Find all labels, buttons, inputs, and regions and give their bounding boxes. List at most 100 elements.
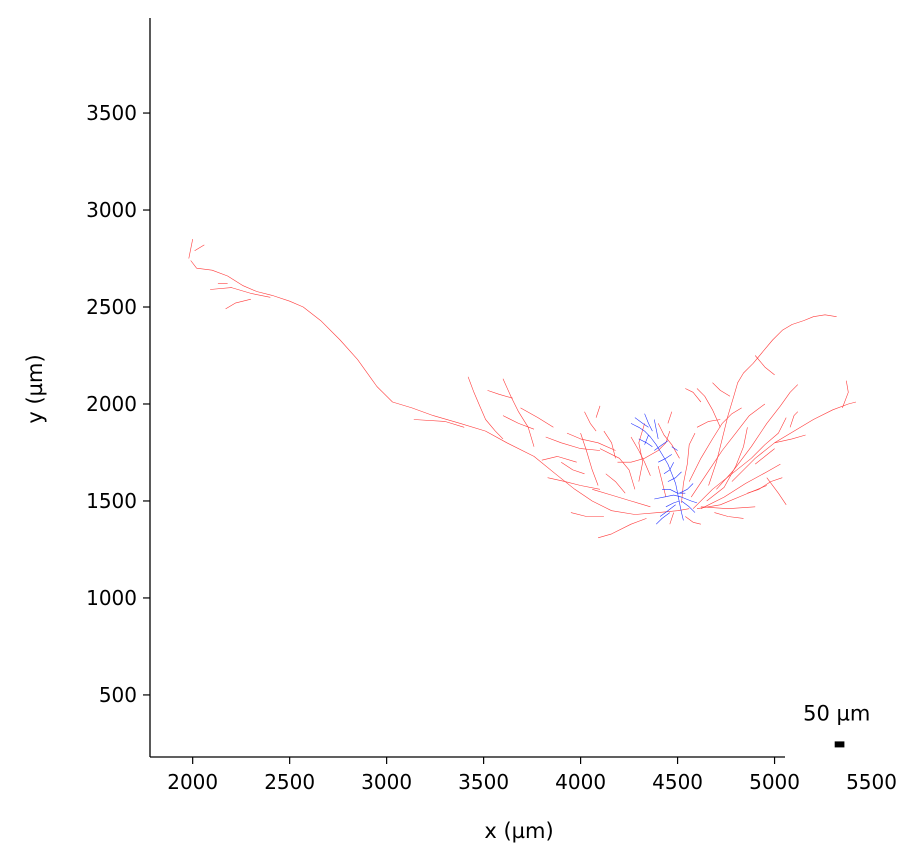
branch-line <box>541 456 577 463</box>
x-axis-title: x (µm) <box>484 819 553 843</box>
branch-line <box>706 427 748 502</box>
x-tick-label: 4000 <box>555 770 606 794</box>
branch-line <box>712 382 731 397</box>
branch-line <box>663 462 674 475</box>
branch-line <box>547 477 601 490</box>
branch-line <box>700 506 756 510</box>
branch-line <box>665 500 680 508</box>
branch-line <box>766 477 787 505</box>
x-tick-label: 2000 <box>167 770 218 794</box>
x-ticks: 2000 2500 3000 3500 4000 4500 5000 5500 <box>167 757 897 794</box>
y-tick-label: 1500 <box>86 489 137 513</box>
branch-line <box>654 494 698 504</box>
scale-bar-label: 50 µm <box>803 701 870 725</box>
x-tick-label: 4500 <box>652 770 703 794</box>
branch-line <box>487 390 513 399</box>
branch-line <box>657 423 680 459</box>
branch-line <box>696 419 721 428</box>
branch-line <box>755 448 775 465</box>
branch-line <box>638 438 653 447</box>
branch-line <box>634 417 649 428</box>
branch-line <box>669 512 674 525</box>
branch-line <box>754 355 775 376</box>
scale-bar-background <box>785 752 889 764</box>
series-layer <box>188 239 857 539</box>
branch-line <box>685 516 701 525</box>
branch-line <box>413 419 465 428</box>
scale-bar <box>834 741 845 748</box>
branch-line <box>617 431 671 463</box>
branch-line <box>188 239 193 259</box>
branch-line <box>667 411 673 424</box>
branch-line <box>789 411 799 428</box>
branch-line <box>630 436 651 476</box>
y-tick-label: 3500 <box>86 101 137 125</box>
branch-line <box>708 314 837 486</box>
y-tick-label: 500 <box>99 683 137 707</box>
branch-line <box>580 433 599 486</box>
branch-line <box>662 488 686 494</box>
branch-line <box>681 500 696 513</box>
series-blue <box>630 413 698 525</box>
branch-line <box>584 411 597 432</box>
branch-line <box>657 466 667 498</box>
x-tick-label: 3500 <box>458 770 509 794</box>
x-tick-label: 5000 <box>749 770 800 794</box>
branch-line <box>561 461 585 475</box>
branch-line <box>700 463 781 509</box>
branch-line <box>467 376 504 440</box>
x-tick-label: 3000 <box>361 770 412 794</box>
y-tick-label: 3000 <box>86 198 137 222</box>
branch-line <box>655 512 670 525</box>
branch-line <box>716 384 799 490</box>
branch-line <box>225 298 251 310</box>
y-tick-label: 2000 <box>86 392 137 416</box>
branch-line <box>592 489 651 508</box>
branch-line <box>630 423 684 521</box>
branch-line <box>599 448 636 490</box>
branch-line <box>654 419 659 439</box>
branch-line <box>598 518 647 539</box>
branch-line <box>681 432 696 503</box>
branch-line <box>194 244 205 252</box>
branch-line <box>605 473 626 494</box>
branch-line <box>679 483 694 494</box>
branch-line <box>603 430 616 459</box>
branch-line <box>714 512 744 519</box>
branch-line <box>667 471 682 482</box>
branch-line <box>842 380 849 409</box>
branch-line <box>502 378 535 447</box>
branch-line <box>696 388 721 428</box>
branch-line <box>638 423 645 482</box>
y-ticks: 500 1000 1500 2000 2500 3000 3500 <box>86 101 150 707</box>
branch-line <box>502 415 535 430</box>
branch-line <box>570 512 604 517</box>
plot-area <box>188 239 857 539</box>
branch-line <box>644 434 649 445</box>
y-axis-title: y (µm) <box>23 354 47 423</box>
branch-line <box>190 260 690 515</box>
branch-line <box>671 446 678 451</box>
branch-line <box>692 417 787 509</box>
branch-line <box>520 407 554 428</box>
y-tick-label: 2500 <box>86 295 137 319</box>
branch-line <box>595 405 601 418</box>
branch-line <box>659 504 676 517</box>
branch-line <box>690 403 766 498</box>
branch-line <box>545 436 601 451</box>
branch-line <box>654 440 669 451</box>
y-tick-label: 1000 <box>86 586 137 610</box>
branch-line <box>644 413 653 432</box>
x-tick-label: 5500 <box>846 770 897 794</box>
branch-line <box>658 454 672 463</box>
series-red <box>188 239 857 539</box>
x-tick-label: 2500 <box>264 770 315 794</box>
branch-line <box>774 434 806 444</box>
branch-line <box>685 388 702 403</box>
branch-line <box>566 432 616 451</box>
branch-line <box>688 407 742 482</box>
branch-line <box>210 287 271 298</box>
branch-line <box>747 477 783 494</box>
branch-line <box>731 401 857 482</box>
